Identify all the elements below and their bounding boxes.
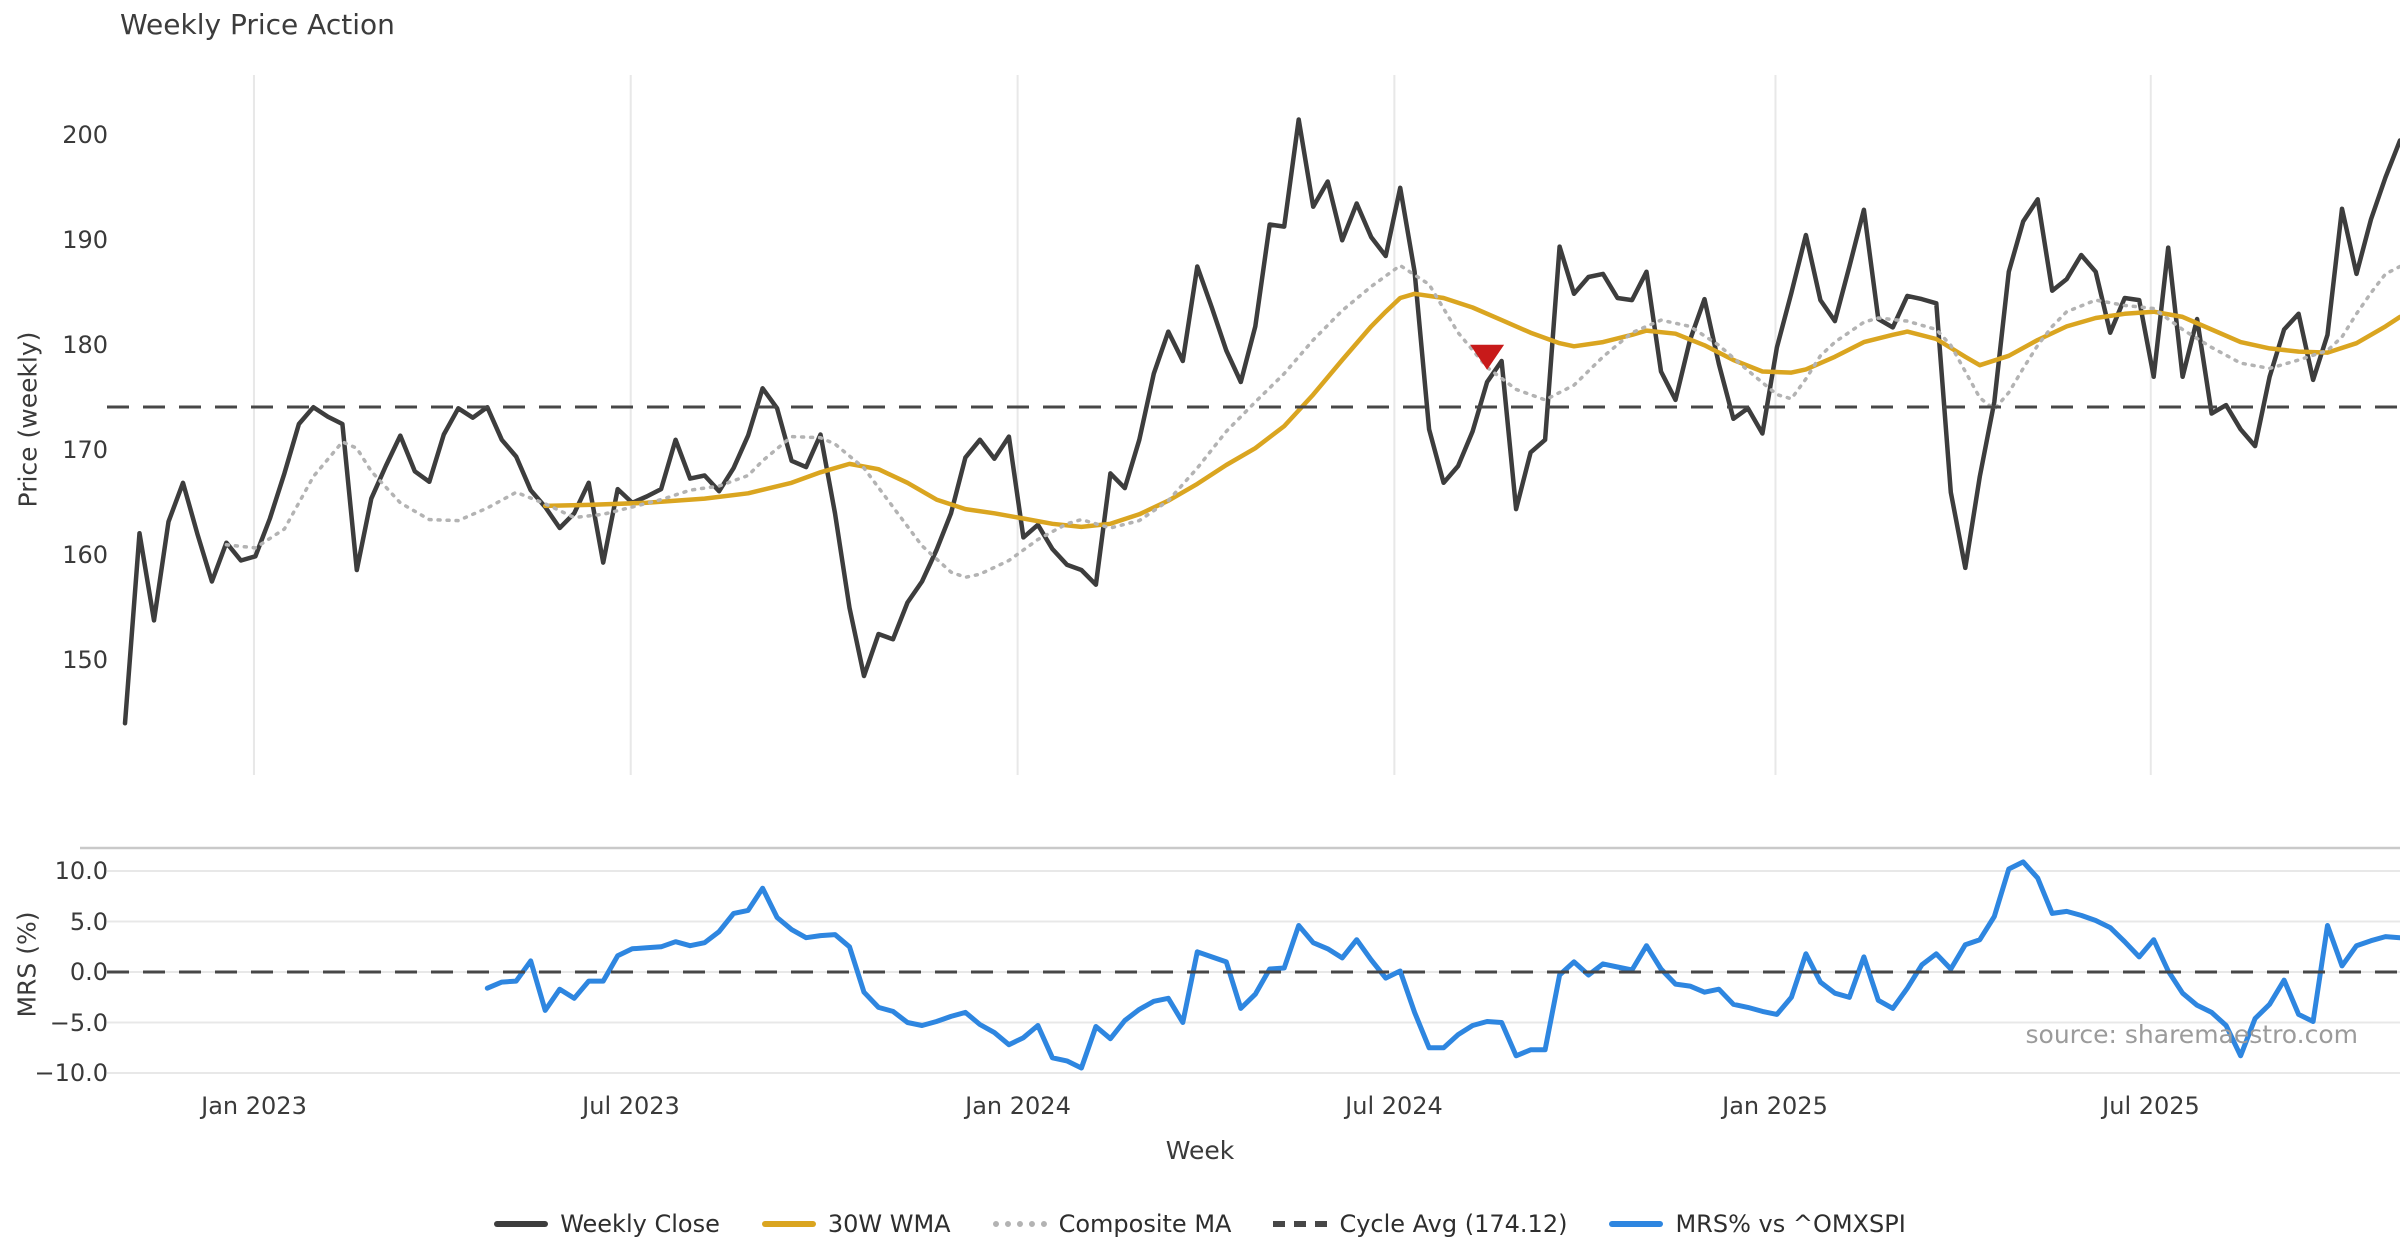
x-axis-label: Week [1165, 1136, 1235, 1165]
price-ytick-label: 150 [62, 646, 108, 674]
30w-wma-line [542, 291, 2400, 530]
price-ytick-label: 170 [62, 436, 108, 464]
legend-item-weekly-close: Weekly Close [494, 1210, 720, 1238]
composite-ma-line [224, 263, 2400, 580]
legend-item-30w-wma: 30W WMA [761, 1210, 951, 1238]
mrs-ytick-label: −5.0 [49, 1009, 108, 1037]
legend-label: Weekly Close [560, 1210, 720, 1238]
mrs-vs-omxspi-line [484, 859, 2400, 1071]
x-tick-label: Jul 2023 [582, 1092, 680, 1120]
chart-title: Weekly Price Action [120, 8, 395, 41]
source-watermark: source: sharemaestro.com [2025, 1020, 2359, 1049]
legend-label: 30W WMA [827, 1210, 951, 1238]
dashed-line-swatch-icon [1273, 1221, 1328, 1227]
price-ytick-label: 180 [62, 331, 108, 359]
legend-item-composite-ma: Composite MA [992, 1210, 1232, 1238]
x-tick-label: Jul 2024 [1345, 1092, 1443, 1120]
solid-line-swatch-icon [494, 1221, 549, 1227]
x-tick-label: Jan 2025 [1722, 1092, 1828, 1120]
dotted-line-swatch-icon [992, 1221, 1047, 1227]
mrs-ytick-label: 5.0 [69, 908, 108, 936]
mrs-ytick-label: 10.0 [54, 857, 108, 885]
mrs-ytick-label: 0.0 [69, 958, 108, 986]
legend-label: Composite MA [1058, 1210, 1232, 1238]
solid-line-swatch-icon [1609, 1221, 1664, 1227]
legend-item-cycle-avg-174-12-: Cycle Avg (174.12) [1273, 1210, 1567, 1238]
price-ytick-label: 200 [62, 121, 108, 149]
sell-signal-marker-icon [1470, 344, 1505, 370]
chart-legend: Weekly Close 30W WMA Composite MA Cycle Avg… [0, 1210, 2400, 1238]
solid-line-swatch-icon [761, 1221, 816, 1227]
legend-label: MRS% vs ^OMXSPI [1675, 1210, 1906, 1238]
legend-label: Cycle Avg (174.12) [1339, 1210, 1568, 1238]
x-tick-label: Jan 2023 [201, 1092, 307, 1120]
legend-item-mrs-vs-omxspi: MRS% vs ^OMXSPI [1609, 1210, 1906, 1238]
x-tick-label: Jul 2025 [2102, 1092, 2200, 1120]
price-ytick-label: 190 [62, 226, 108, 254]
price-axis-label: Price (weekly) [13, 331, 43, 508]
weekly-close-line [122, 117, 2400, 726]
mrs-ytick-label: −10.0 [34, 1059, 108, 1087]
x-tick-label: Jan 2024 [965, 1092, 1071, 1120]
price-ytick-label: 160 [62, 541, 108, 569]
